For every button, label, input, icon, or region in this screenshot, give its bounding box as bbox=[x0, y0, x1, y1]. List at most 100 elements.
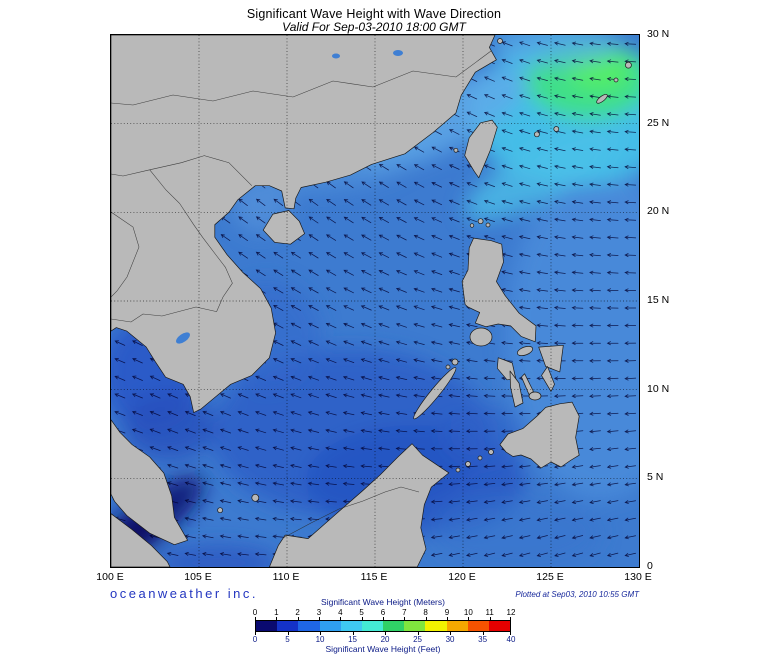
lon-label: 120 E bbox=[448, 571, 476, 583]
feet-tick: 25 bbox=[413, 635, 422, 644]
feet-tickmark bbox=[287, 632, 289, 635]
plotted-at-text: Plotted at Sep03, 2010 10:55 GMT bbox=[515, 590, 639, 599]
feet-tick: 20 bbox=[380, 635, 390, 644]
feet-tick: 35 bbox=[478, 635, 488, 644]
land-calamian bbox=[451, 358, 459, 366]
meters-tickmark bbox=[404, 617, 406, 620]
colorbar-segment bbox=[404, 621, 426, 631]
lon-label: 115 E bbox=[360, 571, 388, 583]
meters-tick: 8 bbox=[423, 608, 428, 617]
feet-ticks: 0 5 10 15 20 25 30 35 40 bbox=[252, 635, 516, 644]
lake-tonle-sap bbox=[176, 332, 190, 344]
lake bbox=[332, 53, 340, 59]
feet-tickmarks bbox=[255, 632, 511, 635]
land-negros bbox=[509, 370, 524, 408]
meters-tickmark bbox=[468, 617, 470, 620]
land-palawan bbox=[413, 367, 457, 420]
lat-label: 30 N bbox=[647, 28, 670, 40]
oceanweather-logo-text: oceanweather inc. bbox=[110, 586, 259, 601]
feet-tickmark bbox=[417, 632, 419, 635]
meters-tick: 12 bbox=[506, 608, 516, 617]
meters-tickmark bbox=[319, 617, 320, 620]
land-masbate bbox=[517, 346, 533, 356]
land-sulu-islands bbox=[455, 467, 461, 473]
land-amami bbox=[625, 61, 632, 69]
colorbar-segment bbox=[340, 621, 362, 631]
graticule bbox=[111, 35, 639, 567]
lon-label: 130 E bbox=[624, 571, 652, 583]
border-line bbox=[111, 306, 217, 323]
land-penghu bbox=[453, 147, 459, 153]
lat-label: 25 N bbox=[647, 116, 670, 129]
lon-label: 100 E bbox=[96, 571, 124, 583]
feet-tick: 30 bbox=[445, 635, 455, 644]
feet-tickmark bbox=[510, 632, 511, 635]
colorbar-segment bbox=[446, 621, 468, 631]
lat-label: 10 N bbox=[647, 382, 670, 395]
meters-tick: 4 bbox=[338, 608, 343, 617]
lat-label: 5 N bbox=[647, 471, 664, 484]
meters-tick: 2 bbox=[295, 608, 300, 617]
land-sulu-islands bbox=[477, 455, 483, 461]
lat-label: 20 N bbox=[647, 205, 670, 218]
land-mindanao bbox=[499, 401, 580, 469]
land-babuyan bbox=[477, 218, 484, 225]
meters-tick: 6 bbox=[380, 608, 386, 617]
land-natuna bbox=[251, 493, 260, 502]
feet-tick: 10 bbox=[315, 635, 325, 644]
meters-tickmark bbox=[447, 617, 448, 620]
land-mindoro bbox=[469, 327, 493, 347]
land-babuyan bbox=[469, 223, 475, 228]
meters-tickmark bbox=[255, 617, 256, 620]
land-malay-peninsula bbox=[111, 419, 188, 546]
meters-tick: 3 bbox=[316, 608, 322, 617]
lon-label: 110 E bbox=[272, 571, 300, 583]
colorbar-segment bbox=[361, 621, 384, 631]
meters-ticks: 0 1 2 3 4 5 6 7 8 9 10 11 12 bbox=[252, 608, 516, 617]
land-calamian bbox=[445, 364, 451, 370]
border-line bbox=[111, 155, 252, 186]
feet-tick: 0 bbox=[252, 635, 258, 644]
lat-label: 15 N bbox=[647, 294, 670, 306]
feet-tickmark bbox=[450, 632, 452, 635]
colorbar-segment bbox=[319, 621, 341, 631]
land-taiwan bbox=[464, 119, 498, 179]
legend-meters-label: Significant Wave Height (Meters) bbox=[321, 597, 445, 607]
meters-tickmark bbox=[425, 617, 427, 620]
lat-label: 0 bbox=[647, 560, 653, 573]
land-babuyan bbox=[485, 222, 491, 228]
colorbar-segment bbox=[277, 621, 299, 631]
meters-tick: 0 bbox=[252, 608, 258, 617]
meters-tick: 7 bbox=[402, 608, 407, 617]
land-ishigaki bbox=[534, 131, 540, 138]
land-miyako bbox=[553, 126, 560, 132]
meters-tickmark bbox=[340, 617, 342, 620]
feet-tick: 15 bbox=[348, 635, 357, 644]
meters-tickmark bbox=[276, 617, 278, 620]
wave-map bbox=[111, 35, 639, 567]
colorbar-segment bbox=[383, 621, 405, 631]
land-hainan bbox=[262, 210, 305, 245]
feet-tick: 5 bbox=[285, 635, 290, 644]
land-sulu-islands bbox=[488, 449, 494, 455]
lon-label: 105 E bbox=[184, 571, 212, 583]
land-zhoushan bbox=[497, 38, 503, 44]
page-title: Significant Wave Height with Wave Direct… bbox=[246, 7, 502, 21]
meters-tickmark bbox=[510, 617, 511, 620]
meters-tickmark bbox=[383, 617, 384, 620]
meters-tick: 5 bbox=[359, 608, 364, 617]
colorbar bbox=[255, 620, 511, 632]
feet-tickmark bbox=[320, 632, 322, 635]
meters-tickmarks bbox=[255, 617, 511, 620]
land-sumatra bbox=[111, 513, 171, 567]
land-masses bbox=[111, 35, 632, 567]
land-bohol bbox=[528, 391, 542, 401]
feet-tickmark bbox=[352, 632, 354, 635]
colorbar-segment bbox=[467, 621, 489, 631]
land-ryukyu-islet bbox=[613, 77, 619, 83]
colorbar-segment bbox=[298, 621, 320, 631]
colorbar-segment bbox=[488, 621, 511, 631]
land-china-indochina bbox=[111, 35, 497, 413]
land-sulu-islands bbox=[465, 461, 471, 467]
feet-tickmark bbox=[255, 632, 256, 635]
